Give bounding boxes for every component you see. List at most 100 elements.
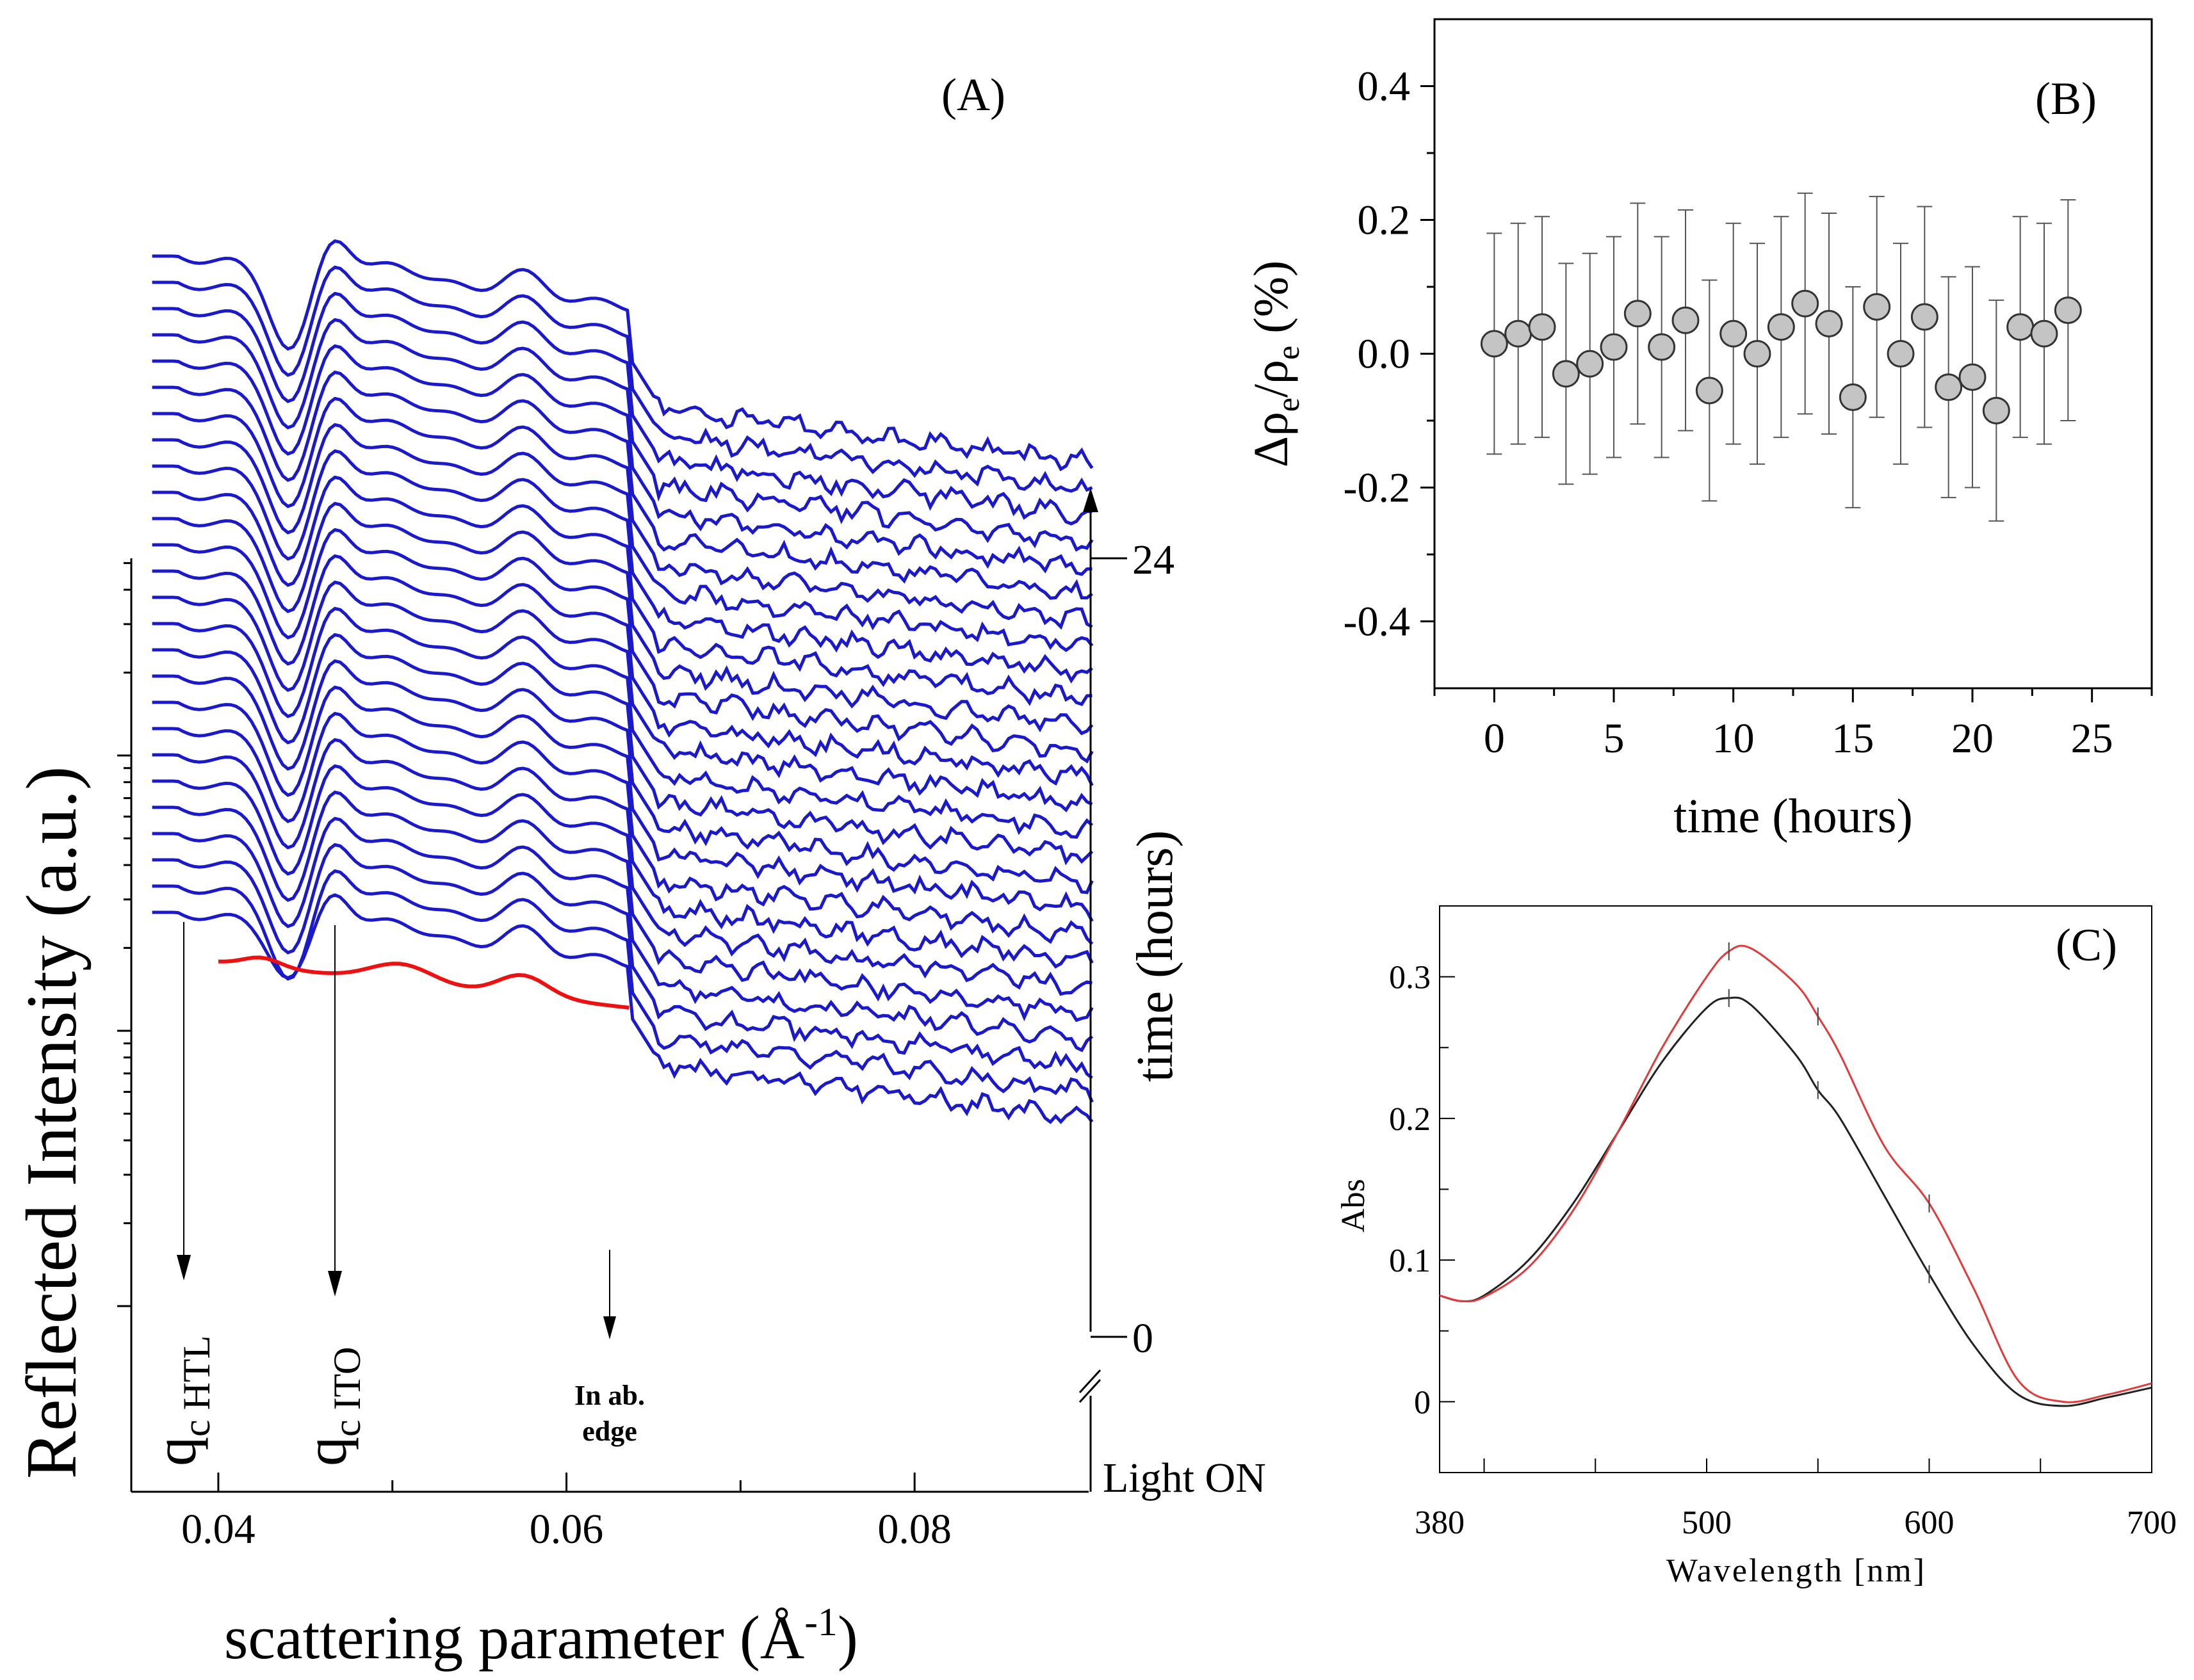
- time-label-24: 24: [1132, 537, 1174, 583]
- data-point: [1480, 330, 1508, 358]
- panel-b-y-tick-label: 0.4: [1358, 63, 1411, 110]
- data-point: [1552, 360, 1580, 388]
- reflectivity-curve: [152, 449, 1093, 684]
- data-point: [1576, 350, 1604, 378]
- panel-c-label: (C): [2056, 919, 2117, 971]
- qc-htl-label: qc HTL: [143, 1336, 218, 1466]
- panel-b-points: [1480, 192, 2082, 522]
- data-point: [1910, 303, 1938, 331]
- data-point: [1815, 309, 1843, 337]
- data-point: [1528, 313, 1556, 341]
- panel-b-x-tick-label: 10: [1712, 715, 1755, 762]
- data-point: [1671, 306, 1700, 334]
- panel-b-y-tick-label: 0.0: [1358, 331, 1411, 378]
- panel-b-y-tick-label: -0.4: [1344, 599, 1410, 645]
- panel-b-x-tick-label: 15: [1832, 715, 1874, 762]
- reflectivity-curve: [152, 423, 1094, 652]
- time-label-0: 0: [1132, 1315, 1153, 1362]
- reflectivity-curve: [152, 764, 1093, 996]
- panel-b-x-tick-label: 20: [1951, 715, 1994, 762]
- panel-c-x-title: Wavelength [nm]: [1666, 1553, 1926, 1589]
- panel-c-y-title: Abs: [1335, 1179, 1372, 1232]
- data-point: [1863, 293, 1891, 321]
- reflectivity-curve: [152, 738, 1094, 969]
- panel-a-reflectivity: 0.04 0.06 0.08 0 24 Light ON time (hours) …: [12, 69, 1266, 1672]
- data-point: [1791, 289, 1819, 318]
- axis-break-mark-2: [1078, 1369, 1101, 1394]
- data-point: [1743, 340, 1771, 368]
- panel-c-frame: [1439, 905, 2152, 1473]
- data-point: [1504, 319, 1532, 348]
- data-point: [2006, 313, 2035, 341]
- panel-a-annotations: qc HTL qc ITO In ab. edge: [143, 922, 645, 1466]
- reflectivity-curve: [152, 659, 1094, 894]
- reflectivity-curve: [152, 711, 1094, 946]
- light-on-label: Light ON: [1103, 1455, 1266, 1501]
- data-point: [2030, 319, 2058, 348]
- reflectivity-curve: [152, 685, 1094, 923]
- time-axis-title: time (hours): [1127, 830, 1183, 1082]
- data-point: [1935, 373, 1963, 401]
- panel-c-y-tick-label: 0.1: [1389, 1243, 1431, 1279]
- data-point: [1623, 300, 1652, 328]
- absorbance-line-red: [1439, 944, 2152, 1403]
- reflectivity-curve: [152, 606, 1094, 839]
- panel-c-x-tick-label: 380: [1415, 1505, 1465, 1541]
- data-point: [1719, 319, 1748, 348]
- qc-ito-label: qc ITO: [293, 1346, 368, 1466]
- panel-a-fit-curve: [218, 955, 630, 1010]
- panel-c-x-tick-label: 700: [2127, 1505, 2177, 1541]
- panel-b-label: (B): [2035, 73, 2097, 124]
- reflectivity-curve: [152, 790, 1094, 1022]
- axis-break-mark-1: [1078, 1378, 1101, 1403]
- reflectivity-curve: [152, 239, 1094, 472]
- reflectivity-curve: [152, 633, 1094, 866]
- panel-b-y-tick-label: -0.2: [1344, 465, 1410, 512]
- reflectivity-curve: [152, 843, 1093, 1079]
- panel-c-x-tick-label: 500: [1682, 1505, 1732, 1541]
- reflectivity-curve: [152, 869, 1094, 1103]
- data-point: [1958, 363, 1987, 391]
- data-point: [1600, 333, 1628, 361]
- panel-b-x-tick-label: 5: [1604, 715, 1625, 762]
- panel-a-x-ticks: 0.04 0.06 0.08: [181, 1473, 952, 1553]
- reflectivity-curve: [152, 475, 1093, 706]
- data-point: [1839, 383, 1867, 411]
- data-point: [1648, 333, 1676, 361]
- panel-c-absorbance: 380 500 600 700 0 0.1 0.2 0.3 (C) Wavelength [n…: [1335, 905, 2177, 1589]
- data-point: [1695, 376, 1723, 405]
- reflectivity-curve: [152, 580, 1093, 812]
- reflectivity-curve: [152, 265, 1093, 493]
- reflectivity-curve: [152, 318, 1094, 552]
- panel-b-ticks: 0 5 10 15 20 25 -0.4 -0.2 0.0 0.2 0.4: [1344, 63, 2153, 762]
- panel-b-y-tick-label: 0.2: [1358, 197, 1411, 244]
- panel-b-density-change: 0 5 10 15 20 25 -0.4 -0.2 0.0 0.2 0.4 (B) time (ho…: [1244, 18, 2153, 843]
- panel-c-ticks: 380 500 600 700 0 0.1 0.2 0.3: [1389, 960, 2177, 1541]
- panel-a-x-tick-label: 0.06: [530, 1506, 604, 1553]
- time-axis-arrowhead: [1083, 488, 1098, 512]
- data-point: [1887, 340, 1915, 368]
- panel-c-lines: [1439, 942, 2152, 1407]
- reflectivity-curve: [152, 344, 1093, 576]
- data-point: [2054, 296, 2082, 325]
- reflectivity-curve: [152, 554, 1094, 787]
- panel-b-x-title: time (hours): [1673, 789, 1913, 843]
- reflectivity-curve: [152, 816, 1094, 1053]
- panel-b-x-tick-label: 0: [1484, 715, 1505, 762]
- reflectivity-curve: [152, 528, 1094, 764]
- qc-ito-arrowhead: [328, 1271, 342, 1296]
- in-edge-arrowhead: [603, 1316, 616, 1339]
- panel-a-x-title: scattering parameter (Å-1): [224, 1601, 858, 1672]
- panel-c-y-tick-label: 0: [1414, 1384, 1431, 1421]
- panel-a-label: (A): [941, 69, 1005, 120]
- reflectivity-curve: [152, 396, 1093, 630]
- panel-a-y-title: Reflected Intensity (a.u.): [12, 766, 92, 1479]
- panel-b-x-tick-label: 25: [2071, 715, 2113, 762]
- in-edge-label-line2: edge: [582, 1416, 637, 1447]
- qc-htl-arrowhead: [177, 1255, 191, 1280]
- panel-c-y-tick-label: 0.3: [1389, 960, 1431, 996]
- data-point: [1767, 313, 1795, 341]
- panel-c-x-tick-label: 600: [1905, 1505, 1954, 1541]
- panel-a-y-ticks: [117, 561, 131, 1307]
- reflectivity-curve: [152, 370, 1093, 600]
